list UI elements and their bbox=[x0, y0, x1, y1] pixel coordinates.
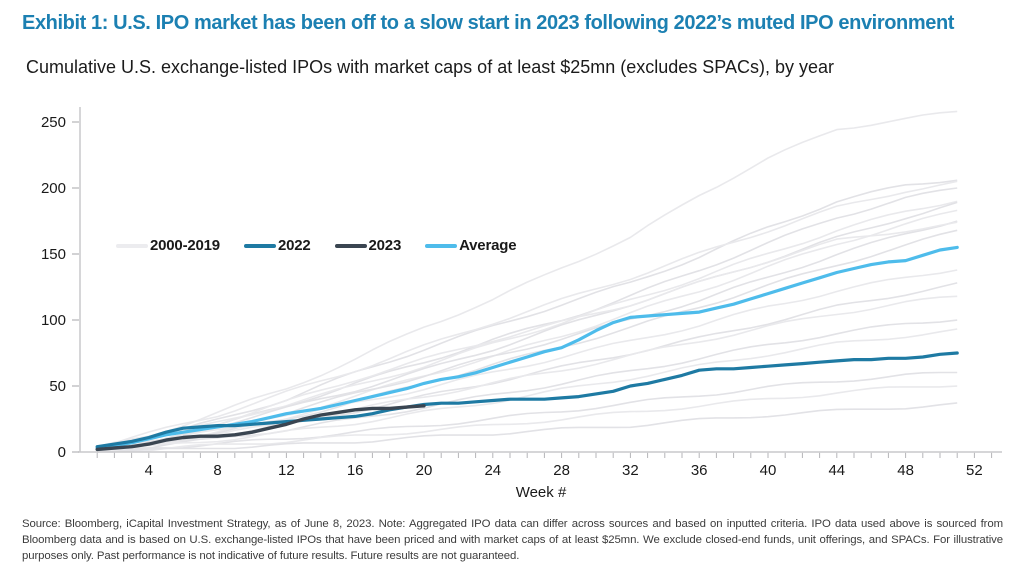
legend-label-average: Average bbox=[459, 237, 517, 254]
series-line-average bbox=[95, 245, 959, 450]
gray-year-line bbox=[96, 180, 958, 450]
x-tick-label: 32 bbox=[622, 462, 639, 479]
y-tick-label: 50 bbox=[49, 378, 66, 395]
source-note: Source: Bloomberg, iCapital Investment S… bbox=[22, 518, 1003, 563]
exhibit-title: Exhibit 1: U.S. IPO market has been off … bbox=[22, 12, 955, 34]
x-tick-label: 28 bbox=[553, 462, 570, 479]
y-tick-label: 200 bbox=[41, 180, 66, 197]
series-line-2023 bbox=[95, 404, 426, 452]
legend-item-2023: 2023 bbox=[334, 237, 402, 254]
gray-year-line bbox=[97, 385, 958, 453]
gray-year-line bbox=[97, 295, 958, 449]
legend-item-average: Average bbox=[425, 237, 517, 254]
legend-swatch-2023 bbox=[334, 243, 367, 248]
y-tick-label: 250 bbox=[41, 114, 66, 131]
legend-swatch-2000-2019 bbox=[116, 243, 148, 248]
gray-year-line bbox=[97, 201, 958, 452]
legend-label-2023: 2023 bbox=[368, 237, 402, 254]
legend-item-2022: 2022 bbox=[243, 237, 311, 254]
x-tick-label: 40 bbox=[760, 462, 777, 479]
x-tick-label: 36 bbox=[691, 462, 708, 479]
x-tick-label: 4 bbox=[145, 462, 153, 479]
legend-swatch-2022 bbox=[243, 243, 276, 248]
gray-year-line bbox=[97, 110, 958, 448]
x-tick-label: 52 bbox=[966, 462, 983, 479]
gray-year-line bbox=[97, 221, 958, 452]
gray-year-line bbox=[97, 402, 958, 453]
gray-year-line bbox=[97, 328, 958, 453]
x-axis-title: Week # bbox=[516, 484, 567, 501]
gray-year-line bbox=[97, 319, 958, 452]
legend-swatch-average bbox=[425, 243, 458, 248]
x-tick-label: 24 bbox=[484, 462, 501, 479]
chart-area: 0 50 100 150 200 250 4 8 12 16 20 24 28 32 36 40 44 48 52 W… bbox=[0, 95, 1024, 510]
y-tick-label: 100 bbox=[41, 312, 66, 329]
legend-label-2000-2019: 2000-2019 bbox=[150, 237, 220, 254]
gray-year-line bbox=[97, 371, 958, 451]
x-tick-label: 20 bbox=[416, 462, 433, 479]
y-tick-label: 0 bbox=[58, 444, 66, 461]
legend-item-2000-2019: 2000-2019 bbox=[116, 237, 220, 254]
gray-year-line bbox=[97, 269, 958, 450]
x-tick-label: 44 bbox=[828, 462, 845, 479]
gray-year-line bbox=[97, 179, 958, 450]
y-tick-label: 150 bbox=[41, 246, 66, 263]
x-tick-label: 12 bbox=[278, 462, 295, 479]
chart-subtitle: Cumulative U.S. exchange-listed IPOs wit… bbox=[26, 57, 835, 77]
x-tick-label: 8 bbox=[213, 462, 221, 479]
series-line-2022 bbox=[95, 351, 959, 449]
x-tick-label: 48 bbox=[897, 462, 914, 479]
x-tick-label: 16 bbox=[347, 462, 364, 479]
legend-label-2022: 2022 bbox=[277, 237, 311, 254]
chart-legend: 2000-2019 2022 2023 Average bbox=[116, 237, 517, 254]
